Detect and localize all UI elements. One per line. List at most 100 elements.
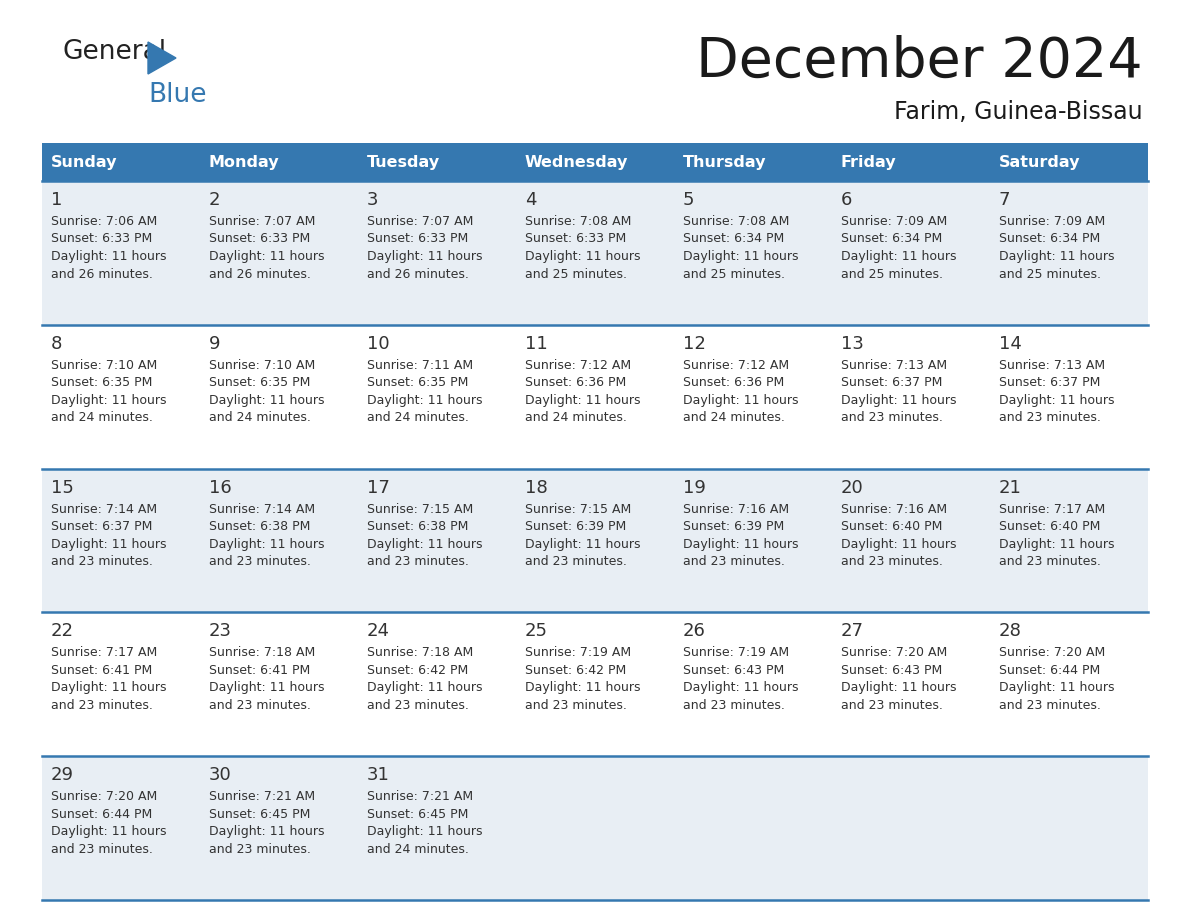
Text: Daylight: 11 hours: Daylight: 11 hours [683, 538, 798, 551]
Text: December 2024: December 2024 [696, 35, 1143, 89]
Text: Sunrise: 7:19 AM: Sunrise: 7:19 AM [683, 646, 789, 659]
Text: Sunset: 6:36 PM: Sunset: 6:36 PM [525, 376, 626, 389]
Text: Sunrise: 7:20 AM: Sunrise: 7:20 AM [999, 646, 1105, 659]
Text: Daylight: 11 hours: Daylight: 11 hours [51, 681, 166, 694]
Text: Sunrise: 7:14 AM: Sunrise: 7:14 AM [209, 502, 315, 516]
Text: Sunset: 6:44 PM: Sunset: 6:44 PM [51, 808, 152, 821]
Text: Sunset: 6:35 PM: Sunset: 6:35 PM [51, 376, 152, 389]
Bar [42, 468, 1148, 612]
Text: Sunset: 6:39 PM: Sunset: 6:39 PM [525, 521, 626, 533]
Text: Sunset: 6:33 PM: Sunset: 6:33 PM [209, 232, 310, 245]
Text: Sunrise: 7:12 AM: Sunrise: 7:12 AM [525, 359, 631, 372]
Text: Daylight: 11 hours: Daylight: 11 hours [841, 538, 956, 551]
Text: 10: 10 [367, 335, 390, 353]
Text: 8: 8 [51, 335, 63, 353]
Text: Sunrise: 7:07 AM: Sunrise: 7:07 AM [367, 215, 473, 228]
Text: 11: 11 [525, 335, 548, 353]
Text: Sunrise: 7:08 AM: Sunrise: 7:08 AM [525, 215, 631, 228]
Text: Daylight: 11 hours: Daylight: 11 hours [51, 394, 166, 407]
Text: Sunset: 6:38 PM: Sunset: 6:38 PM [367, 521, 468, 533]
Text: 12: 12 [683, 335, 706, 353]
Text: Sunrise: 7:13 AM: Sunrise: 7:13 AM [841, 359, 947, 372]
Text: Sunset: 6:42 PM: Sunset: 6:42 PM [367, 664, 468, 677]
Text: 27: 27 [841, 622, 864, 641]
Text: Sunset: 6:40 PM: Sunset: 6:40 PM [999, 521, 1100, 533]
Text: Sunset: 6:33 PM: Sunset: 6:33 PM [51, 232, 152, 245]
Text: Sunrise: 7:18 AM: Sunrise: 7:18 AM [209, 646, 315, 659]
Text: and 26 minutes.: and 26 minutes. [367, 267, 469, 281]
Text: Daylight: 11 hours: Daylight: 11 hours [525, 394, 640, 407]
Text: and 23 minutes.: and 23 minutes. [999, 555, 1101, 568]
Text: Sunset: 6:41 PM: Sunset: 6:41 PM [51, 664, 152, 677]
Text: Sunset: 6:41 PM: Sunset: 6:41 PM [209, 664, 310, 677]
Text: Sunset: 6:44 PM: Sunset: 6:44 PM [999, 664, 1100, 677]
Text: Daylight: 11 hours: Daylight: 11 hours [999, 394, 1114, 407]
Text: 2: 2 [209, 191, 221, 209]
Text: and 24 minutes.: and 24 minutes. [51, 411, 153, 424]
Text: 5: 5 [683, 191, 695, 209]
Text: and 24 minutes.: and 24 minutes. [683, 411, 785, 424]
Text: Daylight: 11 hours: Daylight: 11 hours [367, 681, 482, 694]
Text: Sunrise: 7:13 AM: Sunrise: 7:13 AM [999, 359, 1105, 372]
Text: and 23 minutes.: and 23 minutes. [209, 843, 311, 856]
Polygon shape [148, 42, 176, 74]
Text: 9: 9 [209, 335, 221, 353]
Text: 22: 22 [51, 622, 74, 641]
Text: Daylight: 11 hours: Daylight: 11 hours [51, 250, 166, 263]
Text: Sunrise: 7:12 AM: Sunrise: 7:12 AM [683, 359, 789, 372]
Text: Sunrise: 7:21 AM: Sunrise: 7:21 AM [367, 790, 473, 803]
Bar [42, 325, 1148, 468]
Text: and 23 minutes.: and 23 minutes. [525, 555, 627, 568]
Text: Daylight: 11 hours: Daylight: 11 hours [683, 394, 798, 407]
Text: and 24 minutes.: and 24 minutes. [367, 411, 469, 424]
Text: Daylight: 11 hours: Daylight: 11 hours [683, 681, 798, 694]
Text: Sunset: 6:33 PM: Sunset: 6:33 PM [367, 232, 468, 245]
Text: Daylight: 11 hours: Daylight: 11 hours [367, 538, 482, 551]
Text: and 24 minutes.: and 24 minutes. [209, 411, 311, 424]
Bar [42, 756, 1148, 900]
Text: Sunset: 6:33 PM: Sunset: 6:33 PM [525, 232, 626, 245]
Bar [358, 143, 516, 181]
Text: Sunrise: 7:15 AM: Sunrise: 7:15 AM [525, 502, 631, 516]
Text: Sunset: 6:36 PM: Sunset: 6:36 PM [683, 376, 784, 389]
Text: Daylight: 11 hours: Daylight: 11 hours [841, 394, 956, 407]
Text: 24: 24 [367, 622, 390, 641]
Text: 30: 30 [209, 767, 232, 784]
Text: Sunset: 6:40 PM: Sunset: 6:40 PM [841, 521, 942, 533]
Text: Wednesday: Wednesday [525, 154, 628, 170]
Text: Sunset: 6:39 PM: Sunset: 6:39 PM [683, 521, 784, 533]
Bar [42, 181, 1148, 325]
Text: and 23 minutes.: and 23 minutes. [999, 699, 1101, 711]
Text: Sunrise: 7:18 AM: Sunrise: 7:18 AM [367, 646, 473, 659]
Text: Sunset: 6:34 PM: Sunset: 6:34 PM [841, 232, 942, 245]
Text: Daylight: 11 hours: Daylight: 11 hours [999, 681, 1114, 694]
Text: Sunrise: 7:16 AM: Sunrise: 7:16 AM [683, 502, 789, 516]
Text: 23: 23 [209, 622, 232, 641]
Bar [42, 143, 200, 181]
Text: and 26 minutes.: and 26 minutes. [209, 267, 311, 281]
Text: Sunday: Sunday [51, 154, 118, 170]
Text: 26: 26 [683, 622, 706, 641]
Text: and 23 minutes.: and 23 minutes. [683, 555, 785, 568]
Text: Daylight: 11 hours: Daylight: 11 hours [841, 681, 956, 694]
Text: 18: 18 [525, 478, 548, 497]
Text: 15: 15 [51, 478, 74, 497]
Text: 25: 25 [525, 622, 548, 641]
Text: Daylight: 11 hours: Daylight: 11 hours [51, 538, 166, 551]
Text: Sunrise: 7:10 AM: Sunrise: 7:10 AM [51, 359, 157, 372]
Text: and 23 minutes.: and 23 minutes. [999, 411, 1101, 424]
Text: 31: 31 [367, 767, 390, 784]
Text: Daylight: 11 hours: Daylight: 11 hours [367, 250, 482, 263]
Text: Daylight: 11 hours: Daylight: 11 hours [51, 825, 166, 838]
Bar [42, 612, 1148, 756]
Text: Sunrise: 7:17 AM: Sunrise: 7:17 AM [999, 502, 1105, 516]
Text: Blue: Blue [148, 82, 207, 108]
Text: Sunset: 6:43 PM: Sunset: 6:43 PM [841, 664, 942, 677]
Text: Daylight: 11 hours: Daylight: 11 hours [209, 250, 324, 263]
Text: Daylight: 11 hours: Daylight: 11 hours [367, 394, 482, 407]
Text: Tuesday: Tuesday [367, 154, 440, 170]
Text: Daylight: 11 hours: Daylight: 11 hours [209, 394, 324, 407]
Text: Sunrise: 7:19 AM: Sunrise: 7:19 AM [525, 646, 631, 659]
Text: Sunrise: 7:15 AM: Sunrise: 7:15 AM [367, 502, 473, 516]
Text: and 23 minutes.: and 23 minutes. [209, 555, 311, 568]
